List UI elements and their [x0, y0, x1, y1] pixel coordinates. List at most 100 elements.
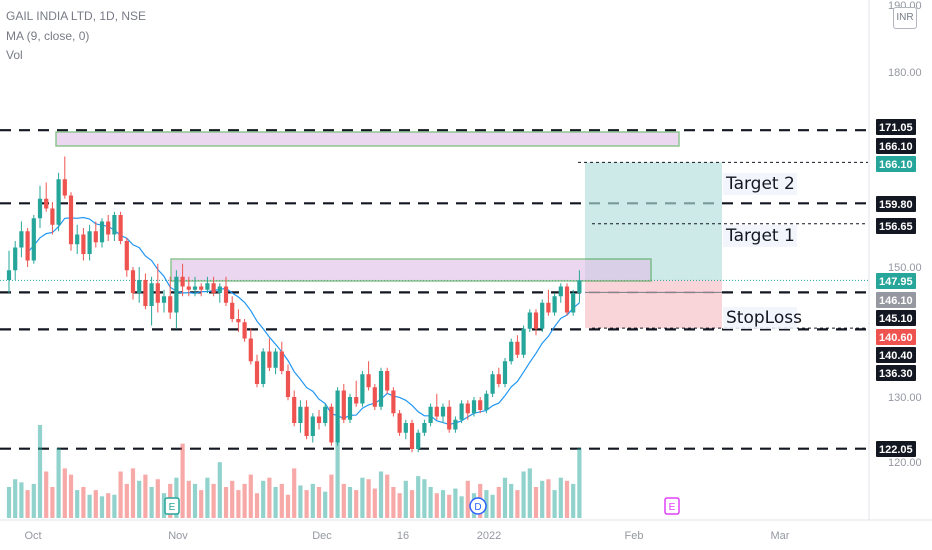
volume-bar — [254, 493, 260, 518]
candle — [93, 221, 98, 248]
price-tag — [876, 310, 916, 326]
candle-body — [155, 283, 160, 303]
candle — [490, 371, 495, 397]
candle-body — [577, 280, 582, 293]
candle — [577, 270, 582, 303]
volume-bar — [186, 480, 191, 518]
candle — [310, 413, 315, 443]
candle — [453, 416, 458, 433]
candle-body — [571, 293, 576, 313]
candle-body — [161, 296, 167, 303]
candle-body — [50, 208, 55, 225]
candle — [106, 215, 111, 241]
currency-button[interactable]: INR — [893, 7, 917, 29]
candle-body — [478, 400, 483, 410]
candle — [25, 228, 30, 267]
candle-body — [106, 221, 111, 235]
candle — [323, 403, 328, 427]
candle-body — [304, 406, 309, 436]
volume-bar — [242, 483, 247, 518]
y-tick-label: 130.00 — [888, 392, 922, 404]
volume-bar — [267, 477, 272, 518]
candle — [205, 276, 210, 293]
volume-bar — [558, 477, 563, 518]
candle — [341, 384, 346, 423]
price-tag-label: 171.05 — [879, 122, 913, 134]
candle-body — [143, 280, 148, 306]
annotation-stoploss: StopLoss — [726, 308, 802, 328]
candle-body — [180, 276, 185, 287]
candle-body — [25, 231, 30, 261]
candle — [471, 397, 477, 417]
event-box — [664, 497, 680, 515]
candle — [434, 393, 439, 420]
volume-bar — [261, 480, 266, 518]
candle — [143, 273, 148, 310]
candle-body — [540, 302, 545, 329]
volume-bar — [223, 487, 229, 518]
volume-bar — [19, 482, 24, 518]
candle — [329, 403, 334, 446]
volume-bar — [149, 487, 154, 518]
candle — [558, 283, 563, 303]
event-marker-0: E — [164, 497, 180, 515]
candle — [385, 367, 390, 394]
candle — [217, 283, 222, 303]
volume-bar — [416, 476, 421, 518]
volume-bar — [304, 490, 309, 518]
volume-bar — [44, 471, 49, 518]
volume-bar — [211, 483, 216, 518]
volume-bar — [93, 490, 98, 518]
candle-body — [192, 286, 198, 290]
candle — [230, 296, 235, 323]
price-tag-label: 159.80 — [879, 199, 913, 211]
volume-bar — [75, 490, 80, 518]
event-marker-2: E — [664, 497, 680, 515]
candle-body — [316, 416, 322, 423]
candle — [304, 400, 309, 440]
candle-body — [248, 338, 253, 362]
candle — [137, 267, 142, 303]
annotation-bg — [723, 173, 797, 195]
candle — [87, 224, 92, 261]
candle — [409, 419, 415, 453]
price-tag-label: 140.40 — [879, 350, 913, 362]
volume-bar — [540, 480, 545, 518]
volume-bar — [56, 448, 61, 518]
candle — [186, 276, 191, 297]
price-tag-label: 146.10 — [879, 295, 913, 307]
volume-bar — [68, 474, 74, 518]
candle-body — [527, 312, 532, 329]
volume-bar — [459, 496, 464, 518]
volume-bar — [31, 483, 36, 518]
volume-bar — [279, 483, 284, 518]
candle-body — [223, 286, 229, 303]
candle-body — [149, 283, 154, 306]
event-label: D — [474, 502, 481, 513]
candle-body — [447, 406, 452, 430]
candle-body — [31, 218, 36, 261]
candle — [168, 276, 173, 319]
volume-bar — [341, 483, 346, 518]
candle — [428, 403, 433, 427]
x-tick-label: Dec — [312, 530, 332, 542]
price-tag-label: 140.60 — [879, 332, 913, 344]
candle-body — [366, 374, 371, 388]
volume-bar — [335, 425, 340, 518]
candle-body — [484, 393, 489, 410]
candle — [484, 390, 489, 414]
volume-bar — [434, 493, 439, 518]
candle — [130, 267, 136, 300]
volume-bar — [372, 488, 377, 518]
candle — [62, 156, 67, 199]
candle — [533, 309, 539, 336]
event-circle — [469, 497, 487, 515]
event-label: E — [169, 502, 176, 513]
candle-body — [385, 371, 390, 391]
volume-bar — [391, 487, 396, 518]
candle-body — [372, 387, 377, 407]
price-tag — [876, 347, 916, 363]
candle — [192, 276, 198, 297]
candle-body — [211, 283, 216, 293]
